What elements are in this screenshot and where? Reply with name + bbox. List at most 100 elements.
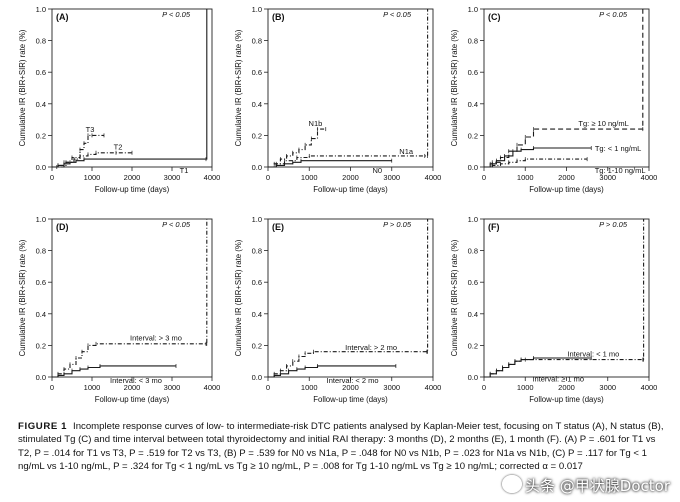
x-tick-label: 2000 (342, 173, 359, 182)
plot-frame (51, 218, 213, 378)
plot-frame (267, 8, 434, 168)
y-axis-title: Cumulative IR (BIR+SIR) rate (%) (18, 29, 27, 146)
y-tick-label: 0.8 (468, 247, 478, 256)
chart-panel-4: 0.0 0.2 0.4 0.6 0.8 1.0 0 1000 2000 3000 4000 Follo… (18, 215, 220, 404)
y-tick-label: 0.6 (468, 68, 478, 77)
chart-panel-3: 0.0 0.2 0.4 0.6 0.8 1.0 0 1000 2000 3000 4000 Follo… (450, 5, 657, 194)
panel-label: (E) (272, 222, 284, 232)
kaplan-meier-figure: 0.0 0.2 0.4 0.6 0.8 1.0 0 1000 2000 3000 4000 Follo… (18, 5, 658, 404)
x-tick-label: 3000 (383, 383, 400, 392)
x-tick-label: 2000 (558, 383, 575, 392)
series-label: T3 (86, 125, 95, 134)
y-tick-label: 0.4 (36, 310, 46, 319)
x-tick-label: 0 (50, 173, 54, 182)
y-tick-label: 1.0 (252, 5, 262, 14)
y-tick-label: 1.0 (468, 5, 478, 14)
x-tick-label: 1000 (84, 383, 101, 392)
x-tick-label: 2000 (342, 383, 359, 392)
watermark: 头条 @甲状腺Doctor (502, 475, 670, 496)
x-tick-label: 0 (50, 383, 54, 392)
series-label: N1a (399, 147, 414, 156)
series-line-1 (268, 219, 429, 378)
series-label: Tg: 1-10 ng/mL (595, 166, 646, 175)
series-label: N0 (373, 166, 383, 175)
x-tick-label: 0 (266, 173, 270, 182)
p-value-label: P < 0.05 (162, 220, 191, 229)
chart-panel-1: 0.0 0.2 0.4 0.6 0.8 1.0 0 1000 2000 3000 4000 Follo… (18, 5, 220, 194)
panel-label: (B) (272, 12, 285, 22)
x-tick-label: 4000 (641, 383, 658, 392)
series-label: T2 (114, 142, 123, 151)
y-tick-label: 1.0 (36, 5, 46, 14)
x-tick-label: 4000 (425, 173, 442, 182)
plot-frame (267, 218, 434, 378)
x-tick-label: 0 (482, 383, 486, 392)
p-value-label: P < 0.05 (599, 10, 628, 19)
y-tick-label: 0.6 (36, 68, 46, 77)
panel-label: (C) (488, 12, 501, 22)
y-tick-label: 0.2 (36, 341, 46, 350)
series-label: Interval: ≥ 1 mo (532, 375, 584, 384)
panel-label: (D) (56, 222, 69, 232)
x-tick-label: 0 (266, 383, 270, 392)
y-tick-label: 0.8 (252, 247, 262, 256)
x-tick-label: 1000 (84, 173, 101, 182)
series-line-2 (52, 365, 176, 378)
x-axis-title: Follow-up time (days) (313, 395, 388, 404)
x-axis-title: Follow-up time (days) (313, 185, 388, 194)
y-tick-label: 1.0 (468, 215, 478, 224)
y-axis-title: Cumulative IR (BIR+SIR) rate (%) (450, 29, 459, 146)
y-tick-label: 0.2 (252, 341, 262, 350)
x-axis-title: Follow-up time (days) (95, 395, 170, 404)
x-axis-title: Follow-up time (days) (529, 185, 604, 194)
series-label: Interval: < 3 mo (110, 376, 162, 385)
series-line-2 (268, 365, 396, 378)
y-tick-label: 0.4 (252, 310, 262, 319)
y-tick-label: 0.6 (468, 278, 478, 287)
p-value-label: P < 0.05 (162, 10, 191, 19)
y-axis-title: Cumulative IR (BIR+SIR) rate (%) (450, 239, 459, 356)
y-tick-label: 1.0 (36, 215, 46, 224)
x-tick-label: 4000 (641, 173, 658, 182)
x-tick-label: 3000 (164, 173, 181, 182)
series-line-2 (484, 147, 592, 168)
x-tick-label: 3000 (383, 173, 400, 182)
y-tick-label: 0.0 (252, 163, 262, 172)
y-tick-label: 0.0 (252, 373, 262, 382)
series-line-1 (484, 219, 645, 378)
x-tick-label: 1000 (301, 383, 318, 392)
y-tick-label: 0.0 (36, 373, 46, 382)
y-tick-label: 0.8 (252, 37, 262, 46)
watermark-logo-icon (502, 475, 523, 493)
y-tick-label: 0.2 (36, 131, 46, 140)
caption-label: FIGURE 1 (18, 421, 68, 432)
y-tick-label: 0.4 (468, 310, 478, 319)
y-tick-label: 0.4 (252, 100, 262, 109)
y-tick-label: 0.4 (468, 100, 478, 109)
y-tick-label: 0.6 (36, 278, 46, 287)
x-tick-label: 3000 (164, 383, 181, 392)
series-label: Interval: > 3 mo (130, 334, 182, 343)
series-label: Interval: > 2 mo (345, 343, 397, 352)
y-tick-label: 0.2 (252, 131, 262, 140)
caption-text: Incomplete response curves of low- to in… (18, 421, 664, 472)
chart-panel-2: 0.0 0.2 0.4 0.6 0.8 1.0 0 1000 2000 3000 4000 Follo… (234, 5, 441, 194)
p-value-label: P > 0.05 (599, 220, 628, 229)
y-tick-label: 1.0 (252, 215, 262, 224)
series-line-3 (52, 9, 208, 168)
series-line-1 (52, 219, 208, 378)
y-axis-title: Cumulative IR (BIR+SIR) rate (%) (234, 239, 243, 356)
y-tick-label: 0.4 (36, 100, 46, 109)
p-value-label: P > 0.05 (383, 220, 412, 229)
x-tick-label: 2000 (124, 173, 141, 182)
series-line-1 (268, 128, 326, 168)
series-label: T1 (180, 166, 189, 175)
y-tick-label: 0.2 (468, 131, 478, 140)
x-tick-label: 3000 (599, 383, 616, 392)
y-axis-title: Cumulative IR (BIR+SIR) rate (%) (234, 29, 243, 146)
panel-label: (A) (56, 12, 69, 22)
series-label: Interval: < 1 mo (567, 349, 619, 358)
y-tick-label: 0.6 (252, 278, 262, 287)
x-tick-label: 2000 (124, 383, 141, 392)
y-axis-title: Cumulative IR (BIR+SIR) rate (%) (18, 239, 27, 356)
